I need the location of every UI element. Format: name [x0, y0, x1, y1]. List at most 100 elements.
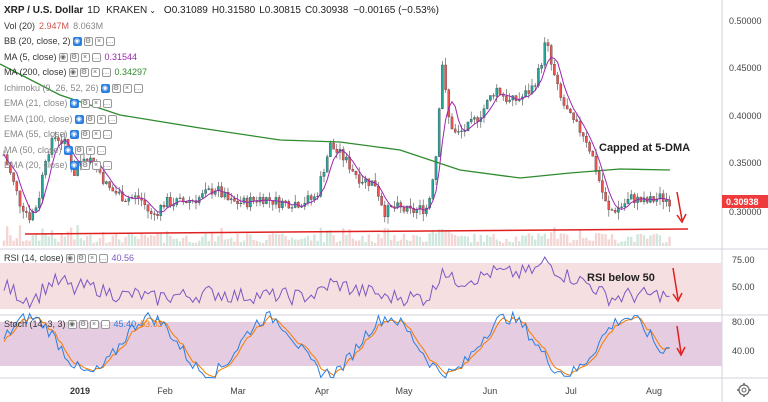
legend-item-vol[interactable]: Vol (20) 2.947M 8.063M	[4, 19, 439, 35]
eye-icon[interactable]: ◉	[100, 83, 110, 93]
candle	[18, 190, 22, 207]
legend-item-ma5[interactable]: MA (5, close) ◉ ⚙ ×… 0.31544	[4, 50, 439, 66]
volume-bar	[668, 236, 671, 246]
close-icon[interactable]: ×	[80, 52, 90, 62]
eye-icon[interactable]: ◉	[74, 114, 84, 124]
price-pane[interactable]	[0, 0, 722, 248]
settings-icon[interactable]: ⚙	[80, 161, 90, 171]
more-icon[interactable]: …	[101, 68, 111, 78]
eye-icon[interactable]: ◉	[69, 161, 79, 171]
settings-icon[interactable]: ⚙	[79, 68, 89, 78]
down-arrow-rsi-icon	[672, 267, 683, 303]
close-icon[interactable]: ×	[89, 319, 99, 329]
legend-item-ema20[interactable]: EMA (20, close) ◉ ⚙ ×…	[4, 158, 439, 174]
legend-item-bb[interactable]: BB (20, close, 2) ◉ ⚙ ×…	[4, 34, 439, 50]
volume-bar	[137, 238, 140, 246]
legend-item-ma200[interactable]: MA (200, close) ◉ ⚙ ×… 0.34297	[4, 65, 439, 81]
volume-bar	[303, 237, 306, 246]
legend-item-ma50[interactable]: MA (50, close) ◉ ⚙ ×…	[4, 143, 439, 159]
eye-icon[interactable]: ◉	[69, 130, 79, 140]
gear-icon[interactable]	[737, 383, 751, 397]
more-icon[interactable]: …	[107, 114, 117, 124]
close-icon[interactable]: ×	[90, 68, 100, 78]
legend-item-ema55[interactable]: EMA (55, close) ◉ ⚙ ×…	[4, 127, 439, 143]
more-icon[interactable]: …	[96, 145, 106, 155]
candle	[620, 206, 623, 208]
volume-bar	[591, 240, 594, 246]
more-icon[interactable]: …	[98, 253, 108, 263]
close-icon[interactable]: ×	[85, 145, 95, 155]
settings-icon[interactable]: ⚙	[78, 319, 88, 329]
settings-icon[interactable]: ⚙	[80, 99, 90, 109]
rsi-axis[interactable]: 75.00 50.00	[732, 255, 755, 292]
eye-icon[interactable]: ◉	[68, 68, 78, 78]
chevron-down-icon[interactable]: ⌄	[149, 6, 156, 15]
candle	[623, 203, 627, 208]
candle	[626, 199, 630, 204]
price-tick: 0.35000	[729, 158, 762, 168]
volume-bar	[239, 242, 242, 246]
time-axis[interactable]: 2019 Feb Mar Apr May Jun Jul Aug	[70, 386, 662, 396]
settings-icon[interactable]: ⚙	[83, 37, 93, 47]
candle	[252, 197, 255, 201]
time-tick: Mar	[230, 386, 246, 396]
volume-bar	[118, 239, 121, 246]
volume-bar	[598, 233, 601, 246]
candle	[457, 131, 460, 133]
volume-bar	[601, 233, 604, 246]
volume-bar	[370, 241, 374, 246]
eye-icon[interactable]: ◉	[69, 99, 79, 109]
ma200-line	[0, 63, 671, 179]
close-icon[interactable]: ×	[122, 83, 132, 93]
more-icon[interactable]: …	[100, 319, 110, 329]
more-icon[interactable]: …	[102, 161, 112, 171]
close-icon[interactable]: ×	[94, 37, 104, 47]
close-icon[interactable]: ×	[96, 114, 106, 124]
volume-bar	[326, 230, 329, 246]
candle	[341, 149, 345, 161]
more-icon[interactable]: …	[105, 37, 115, 47]
settings-icon[interactable]: ⚙	[69, 52, 79, 62]
volume-bar	[665, 242, 668, 246]
eye-icon[interactable]: ◉	[72, 37, 82, 47]
price-tick: 0.40000	[729, 111, 762, 121]
symbol-name[interactable]: XRP / U.S. Dollar	[4, 5, 84, 16]
eye-icon[interactable]: ◉	[63, 145, 73, 155]
time-tick: Apr	[315, 386, 329, 396]
legend-item-ichimoku[interactable]: Ichimoku (9, 26, 52, 26) ◉ ⚙ ×…	[4, 81, 439, 97]
settings-icon[interactable]: ⚙	[80, 130, 90, 140]
settings-icon[interactable]: ⚙	[76, 253, 86, 263]
eye-icon[interactable]: ◉	[58, 52, 68, 62]
more-icon[interactable]: …	[102, 99, 112, 109]
close-icon[interactable]: ×	[91, 130, 101, 140]
volume-bar	[34, 233, 38, 246]
eye-icon[interactable]: ◉	[65, 253, 75, 263]
candle	[565, 105, 569, 110]
stoch-axis[interactable]: 80.00 40.00	[732, 317, 755, 356]
close-icon[interactable]: ×	[91, 99, 101, 109]
settings-icon[interactable]: ⚙	[85, 114, 95, 124]
candle	[169, 197, 172, 207]
more-icon[interactable]: …	[133, 83, 143, 93]
settings-icon[interactable]: ⚙	[74, 145, 84, 155]
volume-bar	[86, 236, 89, 246]
candle	[351, 168, 355, 172]
rsi-legend[interactable]: RSI (14, close) ◉ ⚙ ×… 40.56	[4, 253, 134, 263]
volume-bar	[54, 238, 57, 246]
price-axis[interactable]: 0.50000 0.45000 0.40000 0.35000 0.30000 …	[722, 16, 768, 217]
more-icon[interactable]: …	[102, 130, 112, 140]
stoch-legend[interactable]: Stoch (14, 3, 3) ◉ ⚙ ×… 45.40 53.03	[4, 319, 163, 329]
eye-icon[interactable]: ◉	[67, 319, 77, 329]
settings-icon[interactable]: ⚙	[111, 83, 121, 93]
volume-bar	[322, 242, 326, 246]
close-icon[interactable]: ×	[91, 161, 101, 171]
close-icon[interactable]: ×	[87, 253, 97, 263]
legend-item-ema100[interactable]: EMA (100, close) ◉ ⚙ ×…	[4, 112, 439, 128]
more-icon[interactable]: …	[91, 52, 101, 62]
time-tick: Jun	[483, 386, 498, 396]
volume-bar	[422, 241, 425, 246]
legend-item-ema21[interactable]: EMA (21, close) ◉ ⚙ ×…	[4, 96, 439, 112]
volume-bar	[313, 234, 316, 246]
timeframe-label[interactable]: 1D	[87, 5, 101, 16]
